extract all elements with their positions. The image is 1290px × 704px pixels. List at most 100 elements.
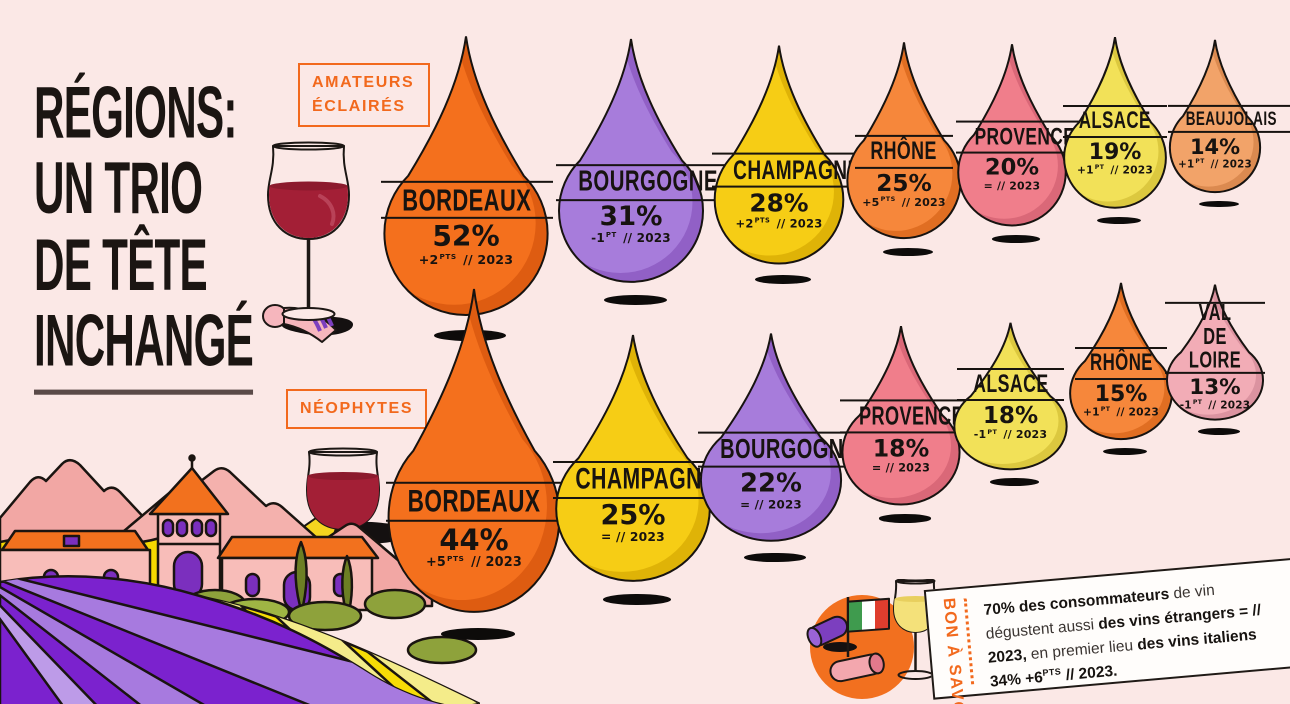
drop-label: CHAMPAGNE 28% +2PTS // 2023 — [712, 152, 882, 232]
region-percent: 13% — [1189, 374, 1241, 400]
teardrop-shape — [1168, 38, 1262, 196]
drop-label: BEAUJOLAIS 14% +1PT // 2023 — [1168, 104, 1290, 171]
good-to-know-note: BON À SAVOIR 70% des consommateurs de vi… — [923, 557, 1290, 704]
drop-label: PROVENCE 20% = // 2023 — [956, 120, 1094, 194]
drop-label: BORDEAUX 52% +2PTS // 2023 — [381, 180, 553, 267]
drop-ground-shadow — [754, 275, 812, 285]
region-change: +2PTS // 2023 — [735, 216, 823, 231]
drop-ground-shadow — [1102, 448, 1148, 456]
region-name: BORDEAUX — [386, 481, 562, 522]
teardrop-shape — [956, 42, 1068, 230]
title-line: DE TÊTE — [34, 223, 208, 306]
drop-ground-shadow — [603, 294, 667, 305]
drop-provence: PROVENCE 18% = // 2023 — [840, 324, 984, 509]
drop-ground-shadow — [440, 628, 516, 640]
region-name: VAL DE LOIRE — [1165, 302, 1265, 374]
group-label-amateurs-eclaires: AMATEURS ÉCLAIRÉS — [298, 63, 430, 127]
region-percent: 25% — [876, 169, 932, 197]
region-percent: 19% — [1088, 139, 1142, 165]
drop-beaujolais: BEAUJOLAIS 14% +1PT // 2023 — [1168, 38, 1290, 196]
title-line: UN TRIO — [34, 148, 203, 230]
note-text: 70% des consommateurs de vin dégustent a… — [983, 581, 1262, 691]
village-vineyard-illustration — [0, 454, 480, 704]
region-percent: 20% — [984, 154, 1040, 181]
region-name: PROVENCE — [840, 399, 984, 434]
region-percent: 18% — [982, 403, 1039, 430]
region-name: RHÔNE — [855, 134, 953, 169]
drop-label: BOURGOGNE 31% -1PT // 2023 — [556, 163, 741, 246]
region-change: = // 2023 — [871, 461, 931, 475]
drop-ground-shadow — [883, 248, 933, 257]
teardrop-shape — [845, 40, 963, 243]
teardrop-shape — [556, 36, 706, 288]
region-change: +1PT // 2023 — [1076, 163, 1154, 177]
drop-rh-ne: RHÔNE 15% +1PT // 2023 — [1068, 281, 1174, 443]
title-line: RÉGIONS: — [34, 72, 237, 155]
region-percent: 31% — [599, 201, 663, 232]
region-change: +2PTS // 2023 — [418, 251, 514, 267]
region-name: CHAMPAGNE — [553, 460, 739, 499]
page-title: RÉGIONS: UN TRIO DE TÊTE INCHANGÉ — [34, 72, 254, 395]
drop-label: BORDEAUX 44% +5PTS // 2023 — [385, 481, 563, 571]
region-name: RHÔNE — [1074, 347, 1168, 380]
drop-ground-shadow — [879, 514, 931, 523]
drop-label: VAL DE LOIRE 13% -1PT // 2023 — [1165, 302, 1265, 412]
region-change: = // 2023 — [983, 180, 1041, 194]
group-label-neophytes: NÉOPHYTES — [286, 389, 428, 429]
drop-provence: PROVENCE 20% = // 2023 — [956, 42, 1094, 230]
drop-alsace: ALSACE 19% +1PT // 2023 — [1062, 35, 1168, 212]
teardrop-shape — [1062, 35, 1168, 212]
region-percent: 25% — [600, 499, 666, 531]
region-change: = // 2023 — [740, 497, 802, 512]
teardrop-shape — [698, 331, 844, 546]
teardrop-shape — [952, 321, 1069, 473]
drop-label: ALSACE 18% -1PT // 2023 — [952, 367, 1069, 442]
region-percent: 15% — [1094, 381, 1148, 407]
drop-ground-shadow — [992, 235, 1040, 243]
drop-ground-shadow — [989, 478, 1040, 487]
teardrop-shape — [1068, 281, 1174, 443]
region-percent: 14% — [1189, 134, 1241, 159]
drop-label: RHÔNE 25% +5PTS // 2023 — [845, 134, 963, 209]
region-name: PROVENCE — [956, 120, 1094, 154]
drop-label: PROVENCE 18% = // 2023 — [840, 399, 984, 475]
region-percent: 28% — [749, 188, 809, 218]
region-percent: 22% — [740, 468, 802, 499]
region-change: -1PT // 2023 — [1179, 399, 1251, 412]
drop-label: CHAMPAGNE 25% = // 2023 — [553, 460, 739, 545]
drop-ground-shadow — [1198, 428, 1240, 435]
region-change: +5PTS // 2023 — [425, 553, 523, 571]
drop-label: ALSACE 19% +1PT // 2023 — [1062, 105, 1168, 177]
drop-ground-shadow — [1096, 217, 1142, 225]
region-name: BORDEAUX — [381, 180, 553, 220]
drop-champagne: CHAMPAGNE 28% +2PTS // 2023 — [712, 43, 882, 269]
region-name: BOURGOGNE — [698, 431, 880, 468]
drop-ground-shadow — [603, 594, 671, 605]
drop-label: RHÔNE 15% +1PT // 2023 — [1068, 347, 1174, 419]
region-name: BOURGOGNE — [556, 163, 741, 201]
drop-val-de-loire: VAL DE LOIRE 13% -1PT // 2023 — [1165, 283, 1265, 423]
teardrop-shape — [553, 332, 713, 587]
teardrop-shape — [840, 324, 962, 509]
region-name: BEAUJOLAIS — [1168, 104, 1290, 133]
region-change: -1PT // 2023 — [973, 427, 1048, 442]
region-change: +1PT // 2023 — [1082, 405, 1160, 419]
drop-ground-shadow — [744, 552, 806, 563]
teardrop-shape — [385, 285, 563, 620]
drop-rh-ne: RHÔNE 25% +5PTS // 2023 — [845, 40, 963, 243]
region-change: +1PT // 2023 — [1178, 157, 1252, 171]
teardrop-shape — [1165, 283, 1265, 423]
italian-wine-icon — [806, 579, 938, 699]
region-name: CHAMPAGNE — [712, 152, 882, 188]
region-percent: 44% — [439, 522, 509, 557]
drop-label: BOURGOGNE 22% = // 2023 — [698, 431, 880, 512]
red-wine-glass-icon — [262, 141, 354, 343]
region-change: = // 2023 — [601, 530, 665, 545]
region-change: -1PT // 2023 — [591, 231, 671, 246]
drop-alsace: ALSACE 18% -1PT // 2023 — [952, 321, 1069, 473]
region-name: ALSACE — [956, 367, 1065, 402]
drop-bourgogne: BOURGOGNE 31% -1PT // 2023 — [556, 36, 741, 288]
region-percent: 52% — [432, 220, 500, 254]
drop-bordeaux: BORDEAUX 52% +2PTS // 2023 — [381, 33, 553, 322]
